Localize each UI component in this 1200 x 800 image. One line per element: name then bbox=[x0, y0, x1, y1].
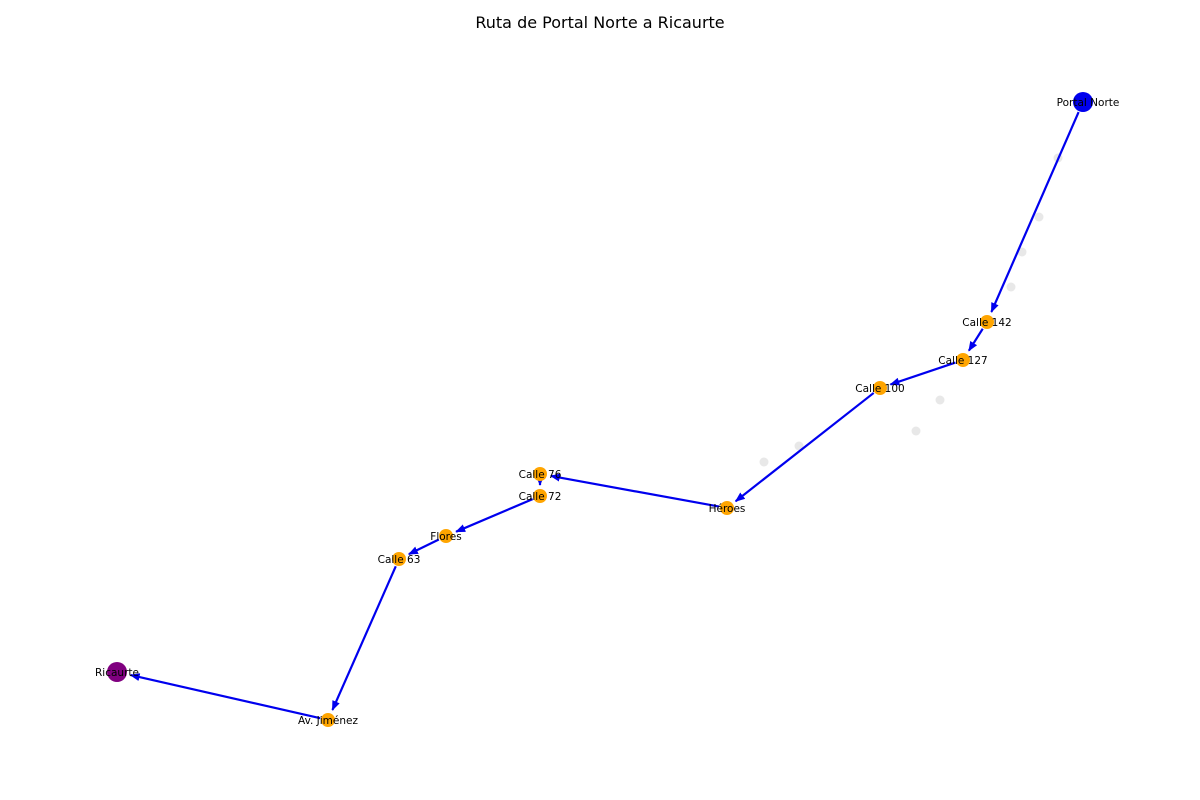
station-start: Portal Norte bbox=[1057, 92, 1120, 112]
station-node bbox=[439, 529, 453, 543]
route-edge-arrow bbox=[549, 473, 720, 508]
station-node bbox=[873, 381, 887, 395]
station-intermediate: Calle 72 bbox=[519, 489, 562, 503]
background-station-dot bbox=[1034, 212, 1044, 222]
station-label: Calle 100 bbox=[855, 383, 904, 395]
station-label: Av. Jiménez bbox=[298, 715, 358, 727]
station-node bbox=[980, 315, 994, 329]
route-edge-arrow bbox=[734, 392, 875, 503]
station-intermediate: Av. Jiménez bbox=[298, 713, 358, 727]
station-label: Calle 127 bbox=[938, 355, 987, 367]
station-node bbox=[533, 489, 547, 503]
background-station-dot bbox=[935, 395, 945, 405]
station-node bbox=[107, 662, 127, 682]
route-edge-arrow bbox=[331, 565, 397, 711]
station-intermediate: Héroes bbox=[709, 501, 746, 515]
station-node bbox=[392, 552, 406, 566]
route-edge-arrow bbox=[407, 538, 440, 556]
station-intermediate: Calle 142 bbox=[962, 315, 1012, 329]
route-edge-arrow bbox=[455, 498, 534, 533]
station-node bbox=[321, 713, 335, 727]
station-label: Calle 142 bbox=[962, 317, 1011, 329]
station-end: Ricaurte bbox=[95, 662, 139, 682]
station-intermediate: Calle 76 bbox=[519, 467, 562, 481]
station-label: Calle 72 bbox=[519, 491, 562, 503]
station-label: Héroes bbox=[709, 503, 746, 515]
background-stations bbox=[759, 153, 1063, 467]
station-intermediate: Calle 100 bbox=[855, 381, 905, 395]
route-edge-arrow bbox=[129, 673, 321, 720]
station-node bbox=[956, 353, 970, 367]
station-label: Calle 63 bbox=[378, 554, 421, 566]
graph-title: Ruta de Portal Norte a Ricaurte bbox=[475, 13, 725, 32]
station-label: Flores bbox=[430, 531, 461, 543]
background-station-dot bbox=[911, 426, 921, 436]
route-edge-arrow bbox=[990, 111, 1080, 313]
station-label: Portal Norte bbox=[1057, 97, 1120, 109]
station-label: Ricaurte bbox=[95, 667, 139, 679]
route-edge-arrow bbox=[889, 361, 956, 386]
station-node bbox=[533, 467, 547, 481]
background-station-dot bbox=[759, 457, 769, 467]
station-label: Calle 76 bbox=[519, 469, 562, 481]
station-intermediate: Calle 127 bbox=[938, 353, 988, 367]
background-station-dot bbox=[1017, 247, 1027, 257]
background-station-dot bbox=[794, 441, 804, 451]
station-node bbox=[1073, 92, 1093, 112]
background-station-dot bbox=[1006, 282, 1016, 292]
route-stations: Portal Norte Calle 142 Calle 127 Calle 100 H… bbox=[95, 92, 1119, 727]
route-edges bbox=[129, 111, 1080, 720]
station-intermediate: Flores bbox=[430, 529, 462, 543]
station-intermediate: Calle 63 bbox=[378, 552, 421, 566]
route-edge-arrow bbox=[967, 328, 984, 352]
station-node bbox=[720, 501, 734, 515]
